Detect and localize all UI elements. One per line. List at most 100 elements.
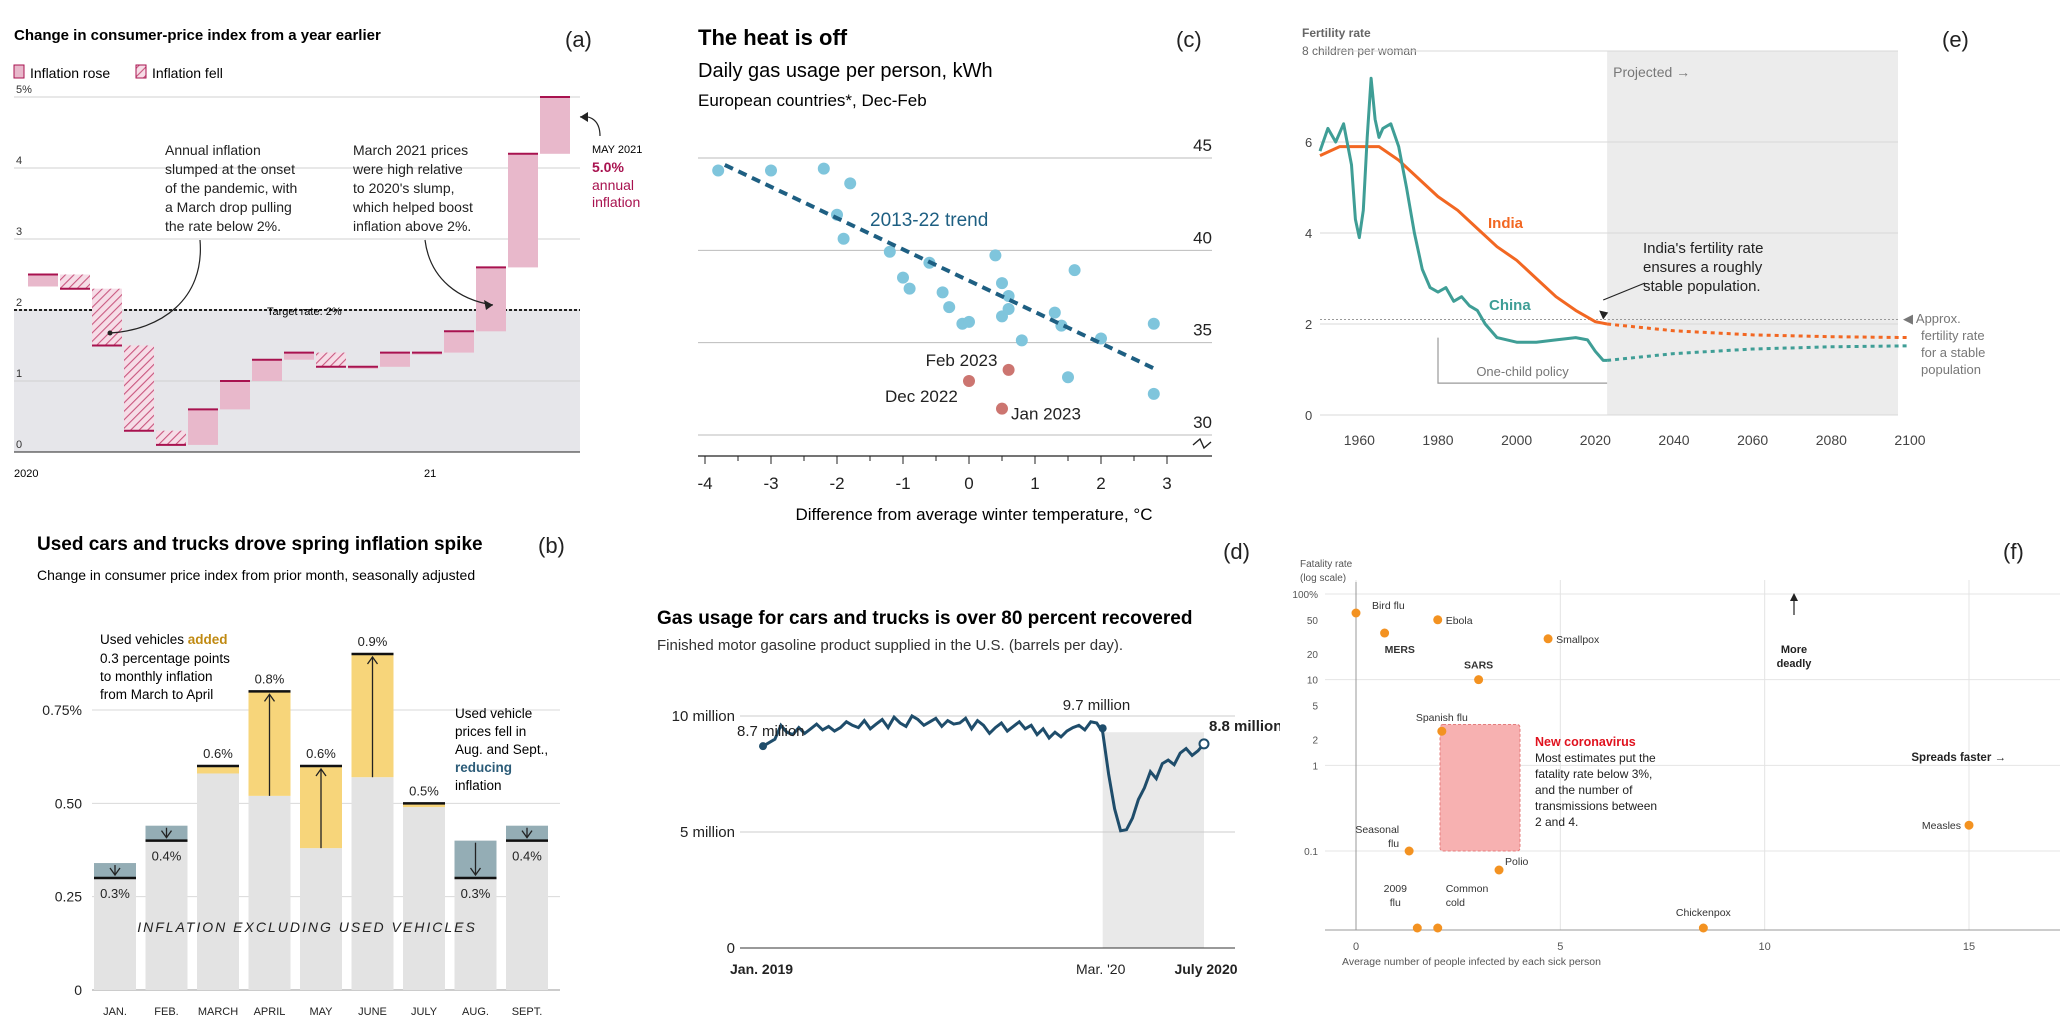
annotation-march-line5: inflation above 2%. xyxy=(353,218,471,234)
e-policy-label: One-child policy xyxy=(1476,364,1569,379)
a-ytick: 5% xyxy=(16,84,32,96)
b-value-label: 0.8% xyxy=(255,671,285,686)
c-ytick: 45 xyxy=(1193,136,1212,155)
b-bar-base xyxy=(145,825,188,990)
c-highlight-label: Jan 2023 xyxy=(1011,405,1081,424)
d-annotation-start: 8.7 million xyxy=(737,723,805,740)
c-point xyxy=(963,315,975,328)
f-point xyxy=(1543,634,1553,644)
f-coronavirus-box xyxy=(1439,723,1521,852)
f-point-label: 2009 xyxy=(1384,883,1408,895)
b-value-label: 0.4% xyxy=(512,849,542,864)
c-point xyxy=(837,232,850,245)
f-ytick: 5 xyxy=(1312,701,1318,712)
chart-c-subtitle2: European countries*, Dec-Feb xyxy=(698,91,927,110)
e-xtick: 2060 xyxy=(1737,432,1768,448)
chart-b-title: Used cars and trucks drove spring inflat… xyxy=(37,534,483,555)
b-bar-base xyxy=(248,795,291,990)
c-point xyxy=(817,162,830,175)
annotation-march-arrowhead xyxy=(484,300,493,310)
e-ytick: 6 xyxy=(1305,135,1312,150)
c-point xyxy=(765,164,777,177)
a-bar-rose xyxy=(540,97,570,154)
b-arrowhead xyxy=(366,655,379,665)
chart-c-xlabel: Difference from average winter temperatu… xyxy=(795,505,1152,524)
f-point xyxy=(1351,608,1361,618)
chart-a-panel-tag: (a) xyxy=(565,27,592,52)
a-bar-rose xyxy=(284,352,314,360)
chart-f-ylabel: Fatality rate xyxy=(1300,559,1353,570)
b-arrowhead xyxy=(469,867,482,877)
b-value-label: 0.4% xyxy=(152,849,182,864)
d-ytick: 10 million xyxy=(672,708,735,725)
panel-e: Fertility rate 8 children per woman (e) … xyxy=(1280,0,2070,470)
b-value-label: 0.9% xyxy=(358,634,388,649)
f-point-label: Bird flu xyxy=(1372,600,1405,612)
c-xtick: -2 xyxy=(829,474,844,493)
f-point-label: Chickenpox xyxy=(1676,907,1732,919)
f-point-label: flu xyxy=(1388,838,1399,850)
d-shade-recovery xyxy=(1102,732,1204,948)
c-highlight-point xyxy=(963,374,975,387)
a-ytick: 2 xyxy=(16,297,22,309)
c-point xyxy=(1062,371,1074,384)
f-ytick: 100% xyxy=(1292,590,1318,601)
b-category-label: MAY xyxy=(309,1006,333,1018)
e-stable-rate-label: for a stable xyxy=(1921,345,1985,360)
b-category-label: MARCH xyxy=(198,1006,238,1018)
f-point-label: Polio xyxy=(1505,856,1529,868)
annotation-slump-line1: Annual inflation xyxy=(165,142,261,158)
c-point xyxy=(1147,387,1160,400)
f-point-label: Measles xyxy=(1922,820,1961,832)
c-xtick: 3 xyxy=(1162,474,1171,493)
c-point xyxy=(1147,317,1160,330)
f-box-title: New coronavirus xyxy=(1535,735,1636,749)
chart-a-title: Change in consumer-price index from a ye… xyxy=(14,27,381,44)
c-ytick: 40 xyxy=(1193,228,1212,247)
b-category-label: JAN. xyxy=(103,1006,127,1018)
b-bar-base xyxy=(197,773,239,990)
annotation-slump-line2: slumped at the onset xyxy=(165,161,295,177)
inner-label-excluding: INFLATION EXCLUDING USED VEHICLES xyxy=(137,919,477,935)
b-bar-added xyxy=(403,803,445,808)
panel-b: Used cars and trucks drove spring inflat… xyxy=(0,520,600,1030)
f-ytick: 1 xyxy=(1312,761,1318,772)
f-point-label: flu xyxy=(1390,897,1401,909)
b-ytick: 0.50 xyxy=(55,795,82,811)
f-point xyxy=(1433,615,1443,625)
chart-f-panel-tag: (f) xyxy=(2003,539,2024,564)
f-xtick: 5 xyxy=(1557,941,1563,953)
f-point xyxy=(1474,675,1484,685)
a-bar-rose xyxy=(508,153,538,268)
note-added-line2: 0.3 percentage points xyxy=(100,651,230,666)
a-bar-fell xyxy=(124,345,154,431)
b-bar-base xyxy=(94,863,136,990)
d-xtick: Jan. 2019 xyxy=(730,961,793,977)
e-projected-label: Projected → xyxy=(1613,64,1690,80)
b-category-label: SEPT. xyxy=(512,1006,543,1018)
e-projection-india xyxy=(1606,322,1911,340)
e-xtick: 2080 xyxy=(1816,432,1847,448)
note-added-pre: Used vehicles xyxy=(100,632,188,647)
c-xtick: 1 xyxy=(1030,474,1039,493)
d-series-line xyxy=(762,713,1206,833)
c-ytick: 30 xyxy=(1193,413,1212,432)
f-ytick: 10 xyxy=(1307,676,1319,687)
f-box-text-line: fatality rate below 3%, xyxy=(1535,767,1652,781)
c-highlight-point xyxy=(996,402,1008,415)
callout-date: MAY 2021 xyxy=(592,144,642,156)
e-annotation-arrowhead xyxy=(1599,310,1609,320)
d-ytick: 5 million xyxy=(680,824,735,841)
b-category-label: APRIL xyxy=(254,1006,286,1018)
annotation-slump-line3: of the pandemic, with xyxy=(165,180,297,196)
c-point xyxy=(712,164,725,177)
panel-d: (d) Gas usage for cars and trucks is ove… xyxy=(640,530,1282,1030)
f-box-text-line: 2 and 4. xyxy=(1535,815,1578,829)
c-highlight-label: Feb 2023 xyxy=(926,351,998,370)
b-bar-base xyxy=(403,807,445,990)
annotation-slump-line4: a March drop pulling xyxy=(165,199,292,215)
d-xtick: July 2020 xyxy=(1174,961,1237,977)
f-point-label: Spanish flu xyxy=(1416,712,1468,724)
e-xtick: 2000 xyxy=(1501,432,1532,448)
note-added-line4: from March to April xyxy=(100,687,213,702)
